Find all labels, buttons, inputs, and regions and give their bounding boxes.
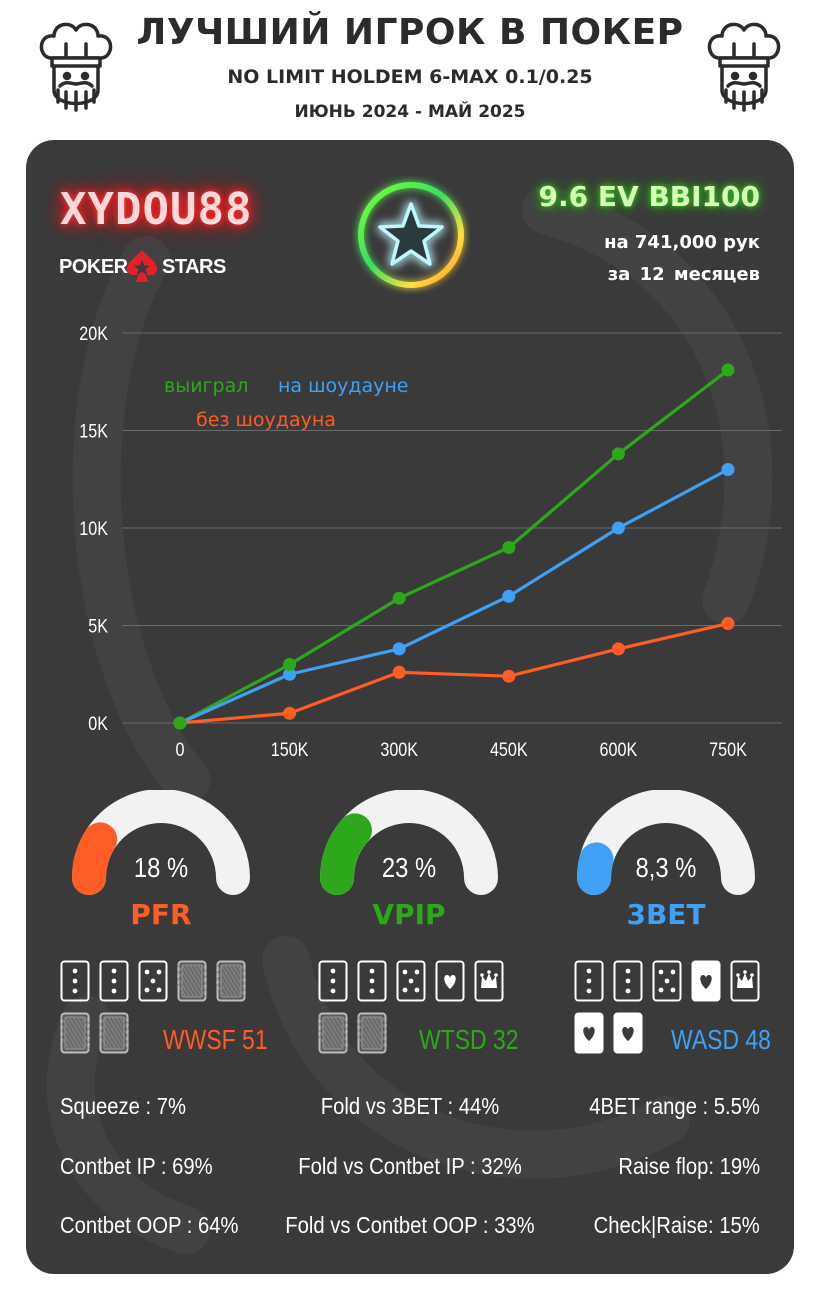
y-tick-label: 15K <box>79 420 108 442</box>
period-label: ИЮНЬ 2024 - МАЙ 2025 <box>294 102 526 122</box>
card-crown-icon <box>474 960 504 1002</box>
card-back-icon <box>357 1012 387 1054</box>
card-stat-label: WTSD 32 <box>419 1024 519 1055</box>
card-back-icon <box>216 960 246 1002</box>
background-watermark <box>46 186 773 1254</box>
gauge-fill <box>577 842 614 895</box>
y-tick-label: 20K <box>79 323 108 345</box>
page-subtitle: NO LIMIT HOLDEM 6-MAX 0.1/0.25 <box>227 66 593 88</box>
data-point-series-3 <box>611 642 625 656</box>
card-back-icon <box>60 1012 90 1054</box>
series-line-3 <box>179 621 729 725</box>
gauge-vpip <box>314 789 504 940</box>
gauge-label: PFR <box>130 898 192 931</box>
card-three-icon <box>60 960 90 1002</box>
winnings-line-chart: 0K 5K 10K 15K 20K 0 150K 300K 450K 600K 750K выигра… <box>79 323 782 761</box>
series-line-2 <box>179 468 729 725</box>
legend-entry: выиграл <box>164 375 248 397</box>
data-point-series-3 <box>502 669 516 683</box>
stat-line: 4BET range : 5.5% <box>589 1093 760 1119</box>
card-five-icon <box>396 960 426 1002</box>
x-tick-label: 0 <box>176 739 185 761</box>
room-name-left: POKER <box>59 256 128 278</box>
x-tick-label: 300K <box>380 739 418 761</box>
stat-line: Fold vs Contbet IP : 32% <box>298 1153 522 1179</box>
data-point-series-1 <box>502 541 516 554</box>
card-stat-label: WASD 48 <box>671 1024 771 1055</box>
gauge-3bet <box>571 789 761 940</box>
card-heartw-icon <box>613 1012 643 1054</box>
data-point-series-1 <box>283 658 297 671</box>
data-point-series-2 <box>611 521 625 535</box>
x-tick-label: 450K <box>490 739 528 761</box>
stat-line: Fold vs Contbet OOP : 33% <box>285 1212 535 1238</box>
card-heart-icon <box>435 960 465 1002</box>
gauge-value: 23 % <box>381 852 437 883</box>
card-three-icon <box>574 960 604 1002</box>
gauge-fill <box>72 822 118 895</box>
data-point-series-3 <box>283 706 297 720</box>
gauge-value: 8,3 % <box>635 852 697 883</box>
card-three-icon <box>613 960 643 1002</box>
card-back-icon <box>177 960 207 1002</box>
legend-entry: на шоудауне <box>278 375 409 397</box>
data-point-series-3 <box>392 665 406 679</box>
card-back-icon <box>99 1012 129 1054</box>
hands-count: на 741,000 рук <box>604 232 760 253</box>
card-heartw-icon <box>574 1012 604 1054</box>
card-three-icon <box>357 960 387 1002</box>
stat-line: Contbet IP : 69% <box>60 1153 213 1179</box>
data-point-series-2 <box>502 589 516 603</box>
data-point-series-1 <box>392 591 406 605</box>
gauge-pfr <box>66 789 256 940</box>
gauge-value: 18 % <box>133 852 189 883</box>
room-name-right: STARS <box>162 256 226 278</box>
gauge-label: 3BET <box>626 898 706 931</box>
card-heartw-icon <box>691 960 721 1002</box>
card-stat-label: WWSF 51 <box>163 1024 268 1055</box>
data-point-series-1 <box>173 716 187 730</box>
data-point-series-2 <box>392 642 406 656</box>
x-tick-label: 600K <box>600 739 638 761</box>
page-title: ЛУЧШИЙ ИГРОК В ПОКЕР <box>136 12 684 53</box>
data-point-series-1 <box>721 363 735 377</box>
spade-star-icon <box>127 250 157 282</box>
card-five-icon <box>652 960 682 1002</box>
data-point-series-2 <box>721 463 735 476</box>
rank-star-badge <box>358 182 464 288</box>
series-line-1 <box>179 368 729 725</box>
card-three-icon <box>318 960 348 1002</box>
player-name: XYDOU88 <box>60 184 253 235</box>
chef-king-icon <box>39 22 113 112</box>
chef-king-icon <box>707 22 781 112</box>
legend-entry: без шоудауна <box>196 409 336 431</box>
x-tick-label: 750K <box>709 739 747 761</box>
stat-line: Contbet OOP : 64% <box>60 1212 239 1238</box>
x-tick-label: 150K <box>271 739 309 761</box>
card-five-icon <box>138 960 168 1002</box>
data-point-series-2 <box>283 667 297 681</box>
card-back-icon <box>318 1012 348 1054</box>
stats-panel: XYDOU88 POKER STARS <box>26 140 794 1274</box>
gauge-label: VPIP <box>372 898 446 931</box>
ev-winrate: 9.6 EV BBI100 <box>538 180 760 213</box>
y-tick-label: 5K <box>88 615 108 637</box>
data-point-series-3 <box>721 617 735 631</box>
y-tick-label: 10K <box>79 518 108 540</box>
months-count: за 12 месяцев <box>607 264 760 285</box>
stat-line: Squeeze : 7% <box>60 1093 187 1119</box>
y-tick-label: 0K <box>88 713 108 735</box>
card-crown-icon <box>730 960 760 1002</box>
data-point-series-1 <box>611 447 625 461</box>
stat-line: Raise flop: 19% <box>618 1153 760 1179</box>
gauge-fill <box>320 813 372 895</box>
stat-line: Fold vs 3BET : 44% <box>320 1093 500 1119</box>
stat-line: Check|Raise: 15% <box>593 1212 760 1238</box>
card-three-icon <box>99 960 129 1002</box>
